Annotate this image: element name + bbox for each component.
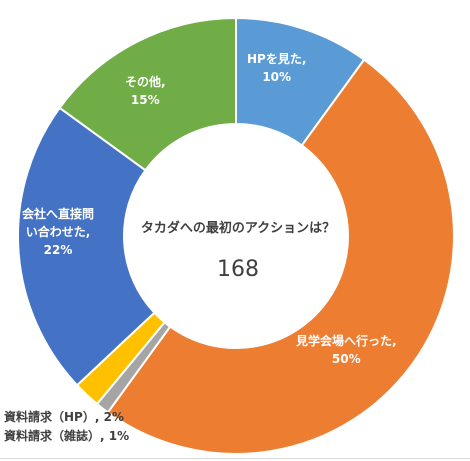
label-kengaku: 見学会場へ行った, 50%	[296, 332, 397, 368]
label-sonota-pct: 15%	[130, 93, 160, 107]
slice-1	[106, 58, 455, 455]
label-sonota: その他, 15%	[125, 73, 166, 109]
baseline-divider	[0, 458, 470, 459]
slice-5	[58, 16, 237, 172]
label-kaisha-line2: い合わせた,	[25, 225, 91, 239]
label-hp-pct: 10%	[262, 70, 292, 84]
slice-4	[17, 106, 156, 387]
label-hp-name: HPを見た,	[247, 52, 307, 66]
label-kaisha-pct: 22%	[43, 243, 73, 257]
label-hp: HPを見た, 10%	[247, 50, 306, 86]
label-sonota-name: その他,	[125, 75, 166, 89]
label-kengaku-pct: 50%	[331, 352, 361, 366]
label-kaisha: 会社へ直接問 い合わせた, 22%	[22, 205, 94, 259]
label-kengaku-name: 見学会場へ行った,	[296, 334, 397, 348]
label-kaisha-line1: 会社へ直接問	[22, 207, 95, 221]
center-total-value: 168	[217, 257, 259, 282]
chart-title: タカダへの最初のアクションは？	[140, 221, 336, 236]
label-shiryo-zasshi: 資料請求（雑誌）, 1%	[4, 429, 130, 443]
label-shiryo-hp: 資料請求（HP）, 2%	[4, 410, 124, 424]
